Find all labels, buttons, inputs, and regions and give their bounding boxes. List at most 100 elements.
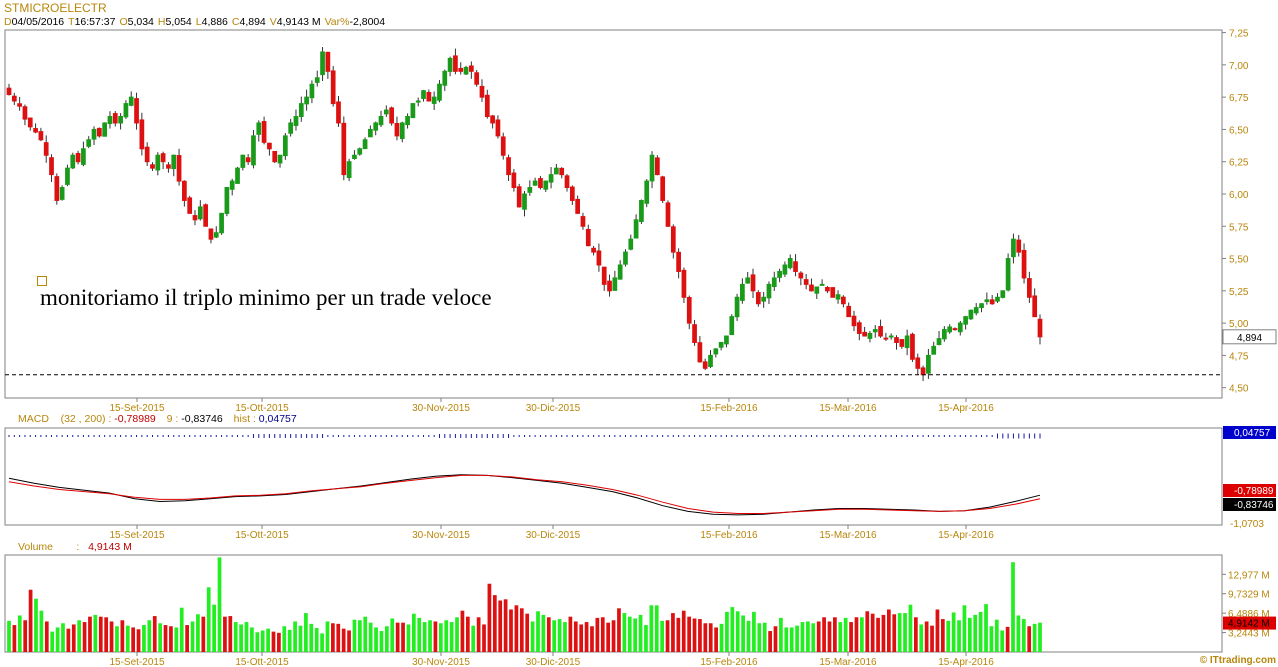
macd-line xyxy=(8,474,1041,516)
macd-value-label: -0,83746 xyxy=(1234,500,1274,511)
candle-body xyxy=(724,335,729,345)
candle-body xyxy=(27,117,33,128)
x-tick-label: 15-Ott-2015 xyxy=(235,530,289,541)
field-value: 04/05/2016 xyxy=(11,16,65,28)
macd-value-label: -0,78989 xyxy=(1234,486,1274,497)
candle-body xyxy=(43,142,49,156)
volume-bar xyxy=(174,627,179,652)
volume-bar xyxy=(967,617,972,652)
candle-body xyxy=(559,167,565,176)
volume-bar xyxy=(217,557,222,652)
volume-bar xyxy=(185,625,189,652)
candle-body xyxy=(628,238,634,250)
candle-body xyxy=(899,339,905,347)
candle-body xyxy=(192,215,198,221)
volume-bar xyxy=(449,622,454,652)
candle-body xyxy=(474,72,480,85)
volume-bar xyxy=(120,620,125,652)
volume-bar xyxy=(1000,630,1005,652)
candle-body xyxy=(745,277,751,284)
volume-bar xyxy=(152,616,157,652)
candle-body xyxy=(941,329,947,340)
volume-bar xyxy=(730,607,735,652)
volume-bar xyxy=(406,624,411,652)
volume-bar xyxy=(368,622,373,652)
candle-body xyxy=(681,269,687,298)
candle-body xyxy=(229,180,235,190)
candle-body xyxy=(378,116,384,126)
candle-body xyxy=(639,199,644,222)
field-key: L xyxy=(195,16,202,28)
candle-body xyxy=(915,357,921,369)
field-value: 4,886 xyxy=(201,16,228,28)
volume-bar xyxy=(757,623,762,652)
volume-bar xyxy=(417,617,422,652)
candle-body xyxy=(197,206,203,220)
volume-bar xyxy=(860,617,864,652)
volume-bar xyxy=(913,617,918,652)
candle-body xyxy=(389,107,394,124)
volume-bar xyxy=(795,625,799,652)
candle-body xyxy=(96,127,102,137)
volume-bar xyxy=(633,618,638,652)
candle-body xyxy=(1027,278,1032,298)
candle-body xyxy=(963,316,968,325)
candle-body xyxy=(665,202,671,227)
volume-bar xyxy=(471,625,476,652)
candle-body xyxy=(841,296,846,305)
candle-body xyxy=(458,67,464,72)
volume-bar xyxy=(822,617,826,652)
volume-bar xyxy=(298,625,303,652)
candle-body xyxy=(851,315,857,327)
volume-bar xyxy=(433,621,438,652)
candle-body xyxy=(713,348,719,355)
candle-body xyxy=(484,94,490,118)
candle-body xyxy=(160,153,166,163)
copyright: © ITtrading.com xyxy=(1199,655,1276,666)
candle-body xyxy=(373,122,379,131)
volume-bar xyxy=(660,620,665,652)
volume-tick-label: 3,2443 M xyxy=(1228,629,1270,640)
candle-body xyxy=(75,152,81,163)
candle-body xyxy=(468,65,474,72)
candle-body xyxy=(134,98,139,124)
candle-body xyxy=(362,139,368,150)
volume-bar xyxy=(444,620,449,652)
candle-body xyxy=(926,354,931,374)
volume-bar xyxy=(708,623,713,652)
candle-body xyxy=(904,335,910,349)
volume-bar xyxy=(854,617,859,652)
volume-bar xyxy=(244,622,249,652)
macd-params: (32 , 200) : xyxy=(60,413,112,425)
candle-body xyxy=(240,154,246,168)
field-value: 5,054 xyxy=(165,16,192,28)
volume-bar xyxy=(665,620,670,652)
volume-bar xyxy=(115,626,119,652)
candle-body xyxy=(245,157,251,163)
volume-bar xyxy=(142,625,146,652)
volume-bar xyxy=(919,624,924,652)
volume-bar xyxy=(28,589,33,652)
volume-bar xyxy=(557,619,562,652)
macd-value-box xyxy=(1223,426,1276,439)
volume-bar xyxy=(762,622,767,652)
candle-body xyxy=(777,270,782,278)
candle-body xyxy=(1032,295,1038,318)
candle-body xyxy=(702,361,708,369)
volume-bar xyxy=(638,614,643,652)
candle-body xyxy=(1000,290,1006,298)
volume-bar xyxy=(503,599,508,652)
volume-bar xyxy=(563,622,567,652)
x-tick-label: 15-Mar-2016 xyxy=(819,403,877,414)
candle-body xyxy=(405,116,410,126)
volume-bar xyxy=(622,613,627,652)
candle-body xyxy=(59,187,65,200)
candle-body xyxy=(522,193,527,210)
candle-body xyxy=(591,247,596,253)
candle-body xyxy=(208,228,214,240)
volume-bar xyxy=(104,617,109,652)
volume-bar xyxy=(320,633,324,652)
candle-body xyxy=(383,109,389,115)
volume-bar xyxy=(741,615,745,652)
